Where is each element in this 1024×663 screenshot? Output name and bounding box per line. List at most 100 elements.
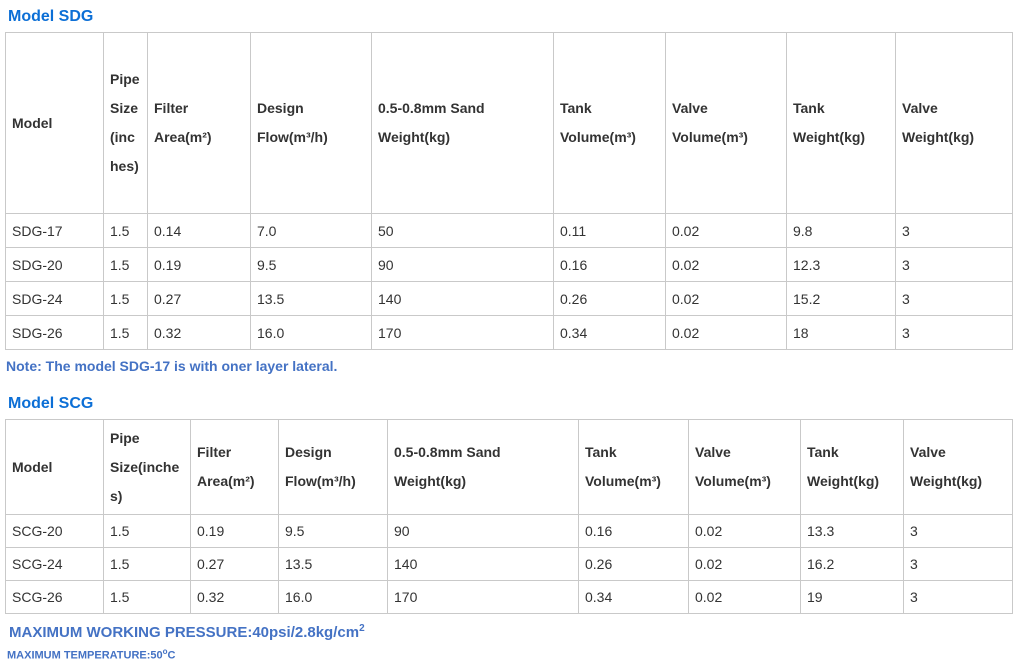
table-cell: 7.0 [250, 213, 372, 248]
model-cell: SDG-24 [5, 281, 104, 316]
table-cell: 3 [903, 580, 1013, 614]
table-cell: 140 [387, 547, 579, 581]
table-cell: 0.02 [665, 247, 787, 282]
scg-spec-table: Model Pipe Size(inches) Filter Area(m²) Des… [5, 419, 1013, 614]
column-header: Valve Weight(kg) [903, 419, 1013, 515]
table-cell: 1.5 [103, 315, 148, 350]
table-cell: 3 [903, 547, 1013, 581]
table-cell: 0.34 [578, 580, 689, 614]
table-cell: 15.2 [786, 281, 896, 316]
temperature-superscript: o [162, 647, 168, 656]
table-cell: 170 [371, 315, 554, 350]
note-text: Note: The model SDG-17 is with oner laye… [6, 358, 338, 374]
table-cell: 0.26 [578, 547, 689, 581]
section-title-sdg: Model SDG [8, 8, 94, 25]
column-header: Filter Area(m²) [147, 32, 251, 214]
sdg-spec-table: Model Pipe Size (inches) Filter Area(m²) De… [5, 32, 1013, 350]
table-cell: 0.19 [147, 247, 251, 282]
table-row: SCG-26 1.5 0.32 16.0 170 0.34 0.02 19 3 [5, 580, 1013, 614]
table-row: SCG-20 1.5 0.19 9.5 90 0.16 0.02 13.3 3 [5, 514, 1013, 548]
table-cell: 140 [371, 281, 554, 316]
table-row: SDG-26 1.5 0.32 16.0 170 0.34 0.02 18 3 [5, 315, 1013, 350]
header-row: Model Pipe Size(inches) Filter Area(m²) Des… [5, 419, 1013, 515]
table-cell: 0.26 [553, 281, 666, 316]
column-header: Pipe Size(inches) [103, 419, 191, 515]
table-cell: 170 [387, 580, 579, 614]
table-row: SDG-24 1.5 0.27 13.5 140 0.26 0.02 15.2 3 [5, 281, 1013, 316]
model-cell: SCG-20 [5, 514, 104, 548]
column-header: Valve Weight(kg) [895, 32, 1013, 214]
table-cell: 0.34 [553, 315, 666, 350]
column-header: Pipe Size (inches) [103, 32, 148, 214]
column-header: Valve Volume(m³) [688, 419, 801, 515]
column-header: Valve Volume(m³) [665, 32, 787, 214]
column-header: Tank Volume(m³) [578, 419, 689, 515]
table-cell: 13.5 [250, 281, 372, 316]
table-cell: 1.5 [103, 213, 148, 248]
model-cell: SDG-26 [5, 315, 104, 350]
temperature-unit: C [167, 649, 176, 662]
table-cell: 9.5 [250, 247, 372, 282]
table-cell: 13.3 [800, 514, 904, 548]
table-cell: 50 [371, 213, 554, 248]
table-cell: 0.14 [147, 213, 251, 248]
table-cell: 0.32 [190, 580, 279, 614]
table-cell: 16.0 [278, 580, 388, 614]
column-header: Filter Area(m²) [190, 419, 279, 515]
table-cell: 3 [903, 514, 1013, 548]
section-title-scg: Model SCG [8, 395, 94, 412]
table-cell: 0.02 [688, 514, 801, 548]
column-header: 0.5-0.8mm Sand Weight(kg) [387, 419, 579, 515]
table-cell: 0.27 [190, 547, 279, 581]
table-cell: 16.0 [250, 315, 372, 350]
table-cell: 13.5 [278, 547, 388, 581]
column-header: Design Flow(m³/h) [250, 32, 372, 214]
model-cell: SDG-20 [5, 247, 104, 282]
model-cell: SCG-26 [5, 580, 104, 614]
table-cell: 0.02 [688, 580, 801, 614]
model-cell: SCG-24 [5, 547, 104, 581]
max-temperature-text: MAXIMUM TEMPERATURE:50 [7, 649, 163, 662]
table-cell: 0.27 [147, 281, 251, 316]
table-cell: 1.5 [103, 547, 191, 581]
table-cell: 0.02 [665, 213, 787, 248]
table-cell: 18 [786, 315, 896, 350]
column-header: 0.5-0.8mm Sand Weight(kg) [371, 32, 554, 214]
table-cell: 0.19 [190, 514, 279, 548]
table-cell: 0.16 [553, 247, 666, 282]
table-row: SCG-24 1.5 0.27 13.5 140 0.26 0.02 16.2 3 [5, 547, 1013, 581]
table-cell: 0.11 [553, 213, 666, 248]
table-cell: 1.5 [103, 281, 148, 316]
header-row: Model Pipe Size (inches) Filter Area(m²) De… [5, 32, 1013, 214]
table-cell: 9.5 [278, 514, 388, 548]
column-header: Tank Weight(kg) [800, 419, 904, 515]
table-cell: 12.3 [786, 247, 896, 282]
table-cell: 0.02 [665, 315, 787, 350]
table-cell: 1.5 [103, 580, 191, 614]
table-cell: 19 [800, 580, 904, 614]
max-temperature-line: MAXIMUM TEMPERATURE:50oC [7, 645, 1014, 663]
table-row: SDG-20 1.5 0.19 9.5 90 0.16 0.02 12.3 3 [5, 247, 1013, 282]
table-cell: 16.2 [800, 547, 904, 581]
table-cell: 90 [387, 514, 579, 548]
column-header: Tank Volume(m³) [553, 32, 666, 214]
max-working-pressure-text: MAXIMUM WORKING PRESSURE:40psi/2.8kg/cm [9, 624, 360, 641]
table-cell: 0.16 [578, 514, 689, 548]
table-row: SDG-17 1.5 0.14 7.0 50 0.11 0.02 9.8 3 [5, 213, 1013, 248]
table-cell: 3 [895, 213, 1013, 248]
column-header: Tank Weight(kg) [786, 32, 896, 214]
table-cell: 90 [371, 247, 554, 282]
table-cell: 0.02 [665, 281, 787, 316]
table-cell: 0.02 [688, 547, 801, 581]
model-cell: SDG-17 [5, 213, 104, 248]
table-cell: 9.8 [786, 213, 896, 248]
column-header: Design Flow(m³/h) [278, 419, 388, 515]
table-cell: 0.32 [147, 315, 251, 350]
pressure-superscript: 2 [359, 623, 365, 634]
max-working-pressure-line: MAXIMUM WORKING PRESSURE:40psi/2.8kg/cm2 [9, 619, 1014, 643]
column-header: Model [5, 32, 104, 214]
table-cell: 3 [895, 281, 1013, 316]
table-cell: 1.5 [103, 514, 191, 548]
table-cell: 3 [895, 315, 1013, 350]
column-header: Model [5, 419, 104, 515]
